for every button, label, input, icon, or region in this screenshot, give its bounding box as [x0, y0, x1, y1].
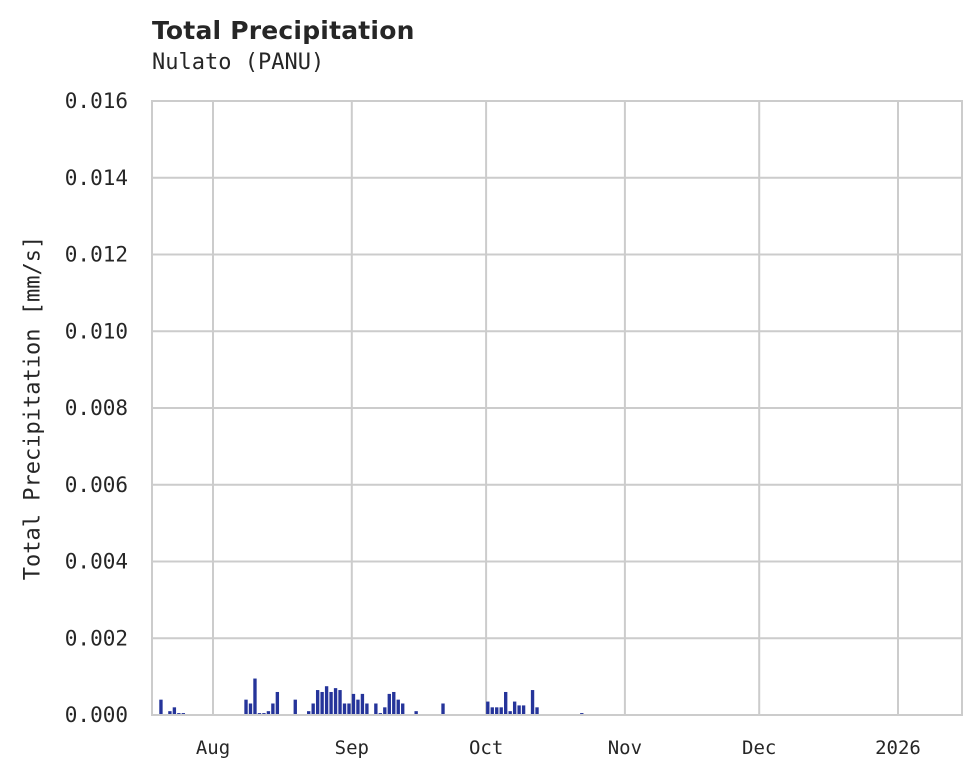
precip-bar — [486, 701, 490, 715]
y-tick-label: 0.010 — [65, 319, 128, 343]
chart-subtitle: Nulato (PANU) — [152, 50, 325, 75]
y-tick-label: 0.002 — [65, 626, 128, 650]
precip-bar — [159, 699, 163, 715]
precip-bar — [347, 703, 351, 715]
precip-bar — [311, 703, 315, 715]
precip-bar — [521, 705, 526, 715]
precip-bar — [441, 703, 445, 715]
precip-bar — [360, 693, 365, 715]
precip-bar — [396, 699, 400, 715]
precip-bar — [329, 691, 333, 715]
precip-bar — [530, 690, 535, 715]
precip-bar — [338, 690, 342, 715]
precip-bar — [266, 711, 271, 715]
x-tick-label: Oct — [469, 737, 503, 759]
precip-bar — [374, 703, 378, 715]
precip-bar — [490, 707, 494, 715]
precip-bar — [342, 703, 347, 715]
precip-bar — [244, 699, 248, 715]
precip-bar — [512, 701, 517, 715]
precip-bar — [320, 691, 324, 715]
y-tick-label: 0.016 — [65, 89, 128, 113]
x-tick-label: Dec — [742, 737, 776, 759]
precip-bar — [315, 690, 320, 715]
y-tick-label: 0.000 — [65, 703, 128, 727]
precip-bar — [517, 705, 521, 715]
precip-bar — [324, 686, 329, 715]
precip-bar — [172, 707, 177, 715]
x-tick-label: Sep — [335, 737, 369, 759]
grid-lines — [152, 100, 962, 716]
y-axis-ticks: 0.000 0.002 0.004 0.006 0.008 0.010 0.012 0.014… — [65, 89, 128, 727]
precip-bar — [508, 711, 512, 715]
precipitation-bars — [159, 678, 584, 715]
precip-bar — [535, 707, 539, 715]
precip-bar — [351, 693, 356, 715]
precip-bar — [307, 711, 311, 715]
precip-bar — [495, 707, 499, 715]
precip-bar — [356, 699, 360, 715]
precip-bar — [168, 711, 172, 715]
y-tick-label: 0.004 — [65, 550, 128, 574]
precip-bar — [414, 711, 418, 715]
precip-bar — [499, 707, 503, 715]
y-tick-label: 0.006 — [65, 473, 128, 497]
precip-bar — [271, 703, 275, 715]
x-tick-label: 2026 — [875, 737, 921, 759]
chart-title: Total Precipitation — [152, 16, 415, 45]
x-axis-ticks: Aug Sep Oct Nov Dec 2026 — [196, 737, 921, 759]
precip-bar — [365, 703, 369, 715]
precip-bar — [253, 678, 257, 715]
precip-bar — [293, 699, 297, 715]
precip-bar — [392, 691, 396, 715]
precip-bar — [275, 691, 280, 715]
precip-bar — [504, 691, 508, 715]
precip-bar — [248, 703, 253, 715]
x-tick-label: Aug — [196, 737, 230, 759]
y-tick-label: 0.014 — [65, 166, 128, 190]
precip-bar — [383, 707, 387, 715]
x-tick-label: Nov — [608, 737, 642, 759]
y-tick-label: 0.012 — [65, 243, 128, 267]
plot-frame — [151, 100, 963, 716]
y-tick-label: 0.008 — [65, 396, 128, 420]
precip-bar — [387, 693, 391, 715]
precip-bar — [401, 703, 405, 715]
precip-bar — [333, 688, 338, 715]
